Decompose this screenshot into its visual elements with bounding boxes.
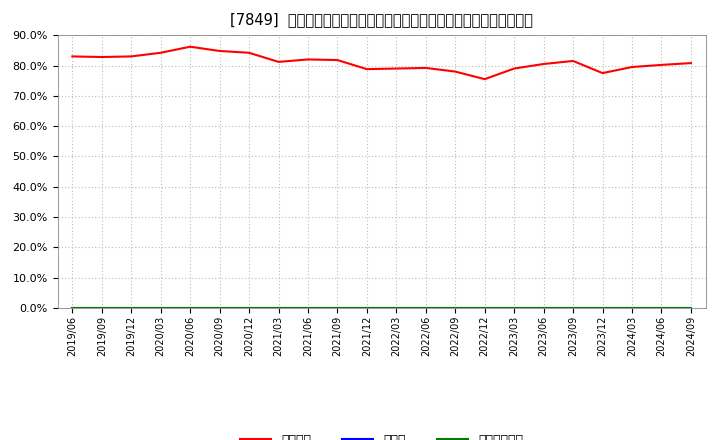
自己資本 [97,55,106,60]
繰延税金資産 [569,305,577,311]
繰延税金資産 [539,305,548,311]
のれん [657,305,666,311]
繰延税金資産 [363,305,372,311]
繰延税金資産 [156,305,165,311]
自己資本 [657,62,666,68]
自己資本 [421,65,430,70]
のれん [687,305,696,311]
自己資本 [127,54,135,59]
自己資本 [363,66,372,72]
のれん [156,305,165,311]
自己資本 [569,59,577,64]
のれん [569,305,577,311]
繰延税金資産 [274,305,283,311]
繰延税金資産 [304,305,312,311]
自己資本 [539,61,548,66]
繰延税金資産 [186,305,194,311]
のれん [539,305,548,311]
繰延税金資産 [245,305,253,311]
のれん [245,305,253,311]
のれん [421,305,430,311]
繰延税金資産 [657,305,666,311]
のれん [186,305,194,311]
自己資本 [510,66,518,71]
繰延税金資産 [421,305,430,311]
Legend: 自己資本, のれん, 繰延税金資産: 自己資本, のれん, 繰延税金資産 [235,429,528,440]
自己資本 [392,66,400,71]
のれん [333,305,342,311]
のれん [215,305,224,311]
自己資本 [598,70,607,76]
自己資本 [687,60,696,66]
Title: [7849]  自己資本、のれん、繰延税金資産の総資産に対する比率の推移: [7849] 自己資本、のれん、繰延税金資産の総資産に対する比率の推移 [230,12,533,27]
のれん [628,305,636,311]
繰延税金資産 [628,305,636,311]
繰延税金資産 [598,305,607,311]
Line: 自己資本: 自己資本 [72,47,691,79]
自己資本 [333,57,342,62]
のれん [510,305,518,311]
のれん [451,305,459,311]
自己資本 [68,54,76,59]
のれん [304,305,312,311]
のれん [363,305,372,311]
繰延税金資産 [215,305,224,311]
繰延税金資産 [68,305,76,311]
繰延税金資産 [392,305,400,311]
のれん [127,305,135,311]
自己資本 [274,59,283,65]
自己資本 [186,44,194,49]
自己資本 [628,64,636,70]
のれん [68,305,76,311]
のれん [480,305,489,311]
自己資本 [156,50,165,55]
繰延税金資産 [97,305,106,311]
繰延税金資産 [687,305,696,311]
自己資本 [304,57,312,62]
繰延税金資産 [480,305,489,311]
自己資本 [245,50,253,55]
のれん [598,305,607,311]
繰延税金資産 [510,305,518,311]
のれん [274,305,283,311]
自己資本 [451,69,459,74]
繰延税金資産 [451,305,459,311]
のれん [392,305,400,311]
自己資本 [480,77,489,82]
繰延税金資産 [333,305,342,311]
自己資本 [215,48,224,54]
のれん [97,305,106,311]
繰延税金資産 [127,305,135,311]
